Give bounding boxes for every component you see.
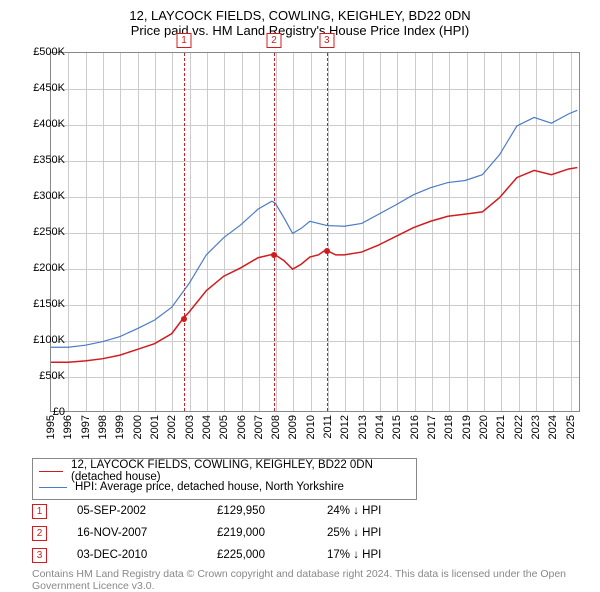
event-marker-label: 1 [177, 33, 192, 48]
title-line-1: 12, LAYCOCK FIELDS, COWLING, KEIGHLEY, B… [0, 8, 600, 23]
event-number-box: 1 [32, 504, 47, 519]
events-table-row: 3 03-DEC-2010£225,00017% ↓ HPI [32, 544, 427, 566]
x-tick-label: 2017 [426, 415, 438, 439]
x-tick-label: 2012 [339, 415, 351, 439]
legend-swatch [39, 487, 67, 488]
x-tick-label: 1999 [114, 415, 126, 439]
legend-label: 12, LAYCOCK FIELDS, COWLING, KEIGHLEY, B… [71, 459, 410, 483]
sale-marker [181, 316, 187, 322]
x-tick-label: 1996 [62, 415, 74, 439]
event-marker-label: 2 [267, 33, 282, 48]
x-tick-label: 2005 [218, 415, 230, 439]
x-tick-label: 2022 [513, 415, 525, 439]
event-price: £129,950 [217, 505, 327, 517]
title-block: 12, LAYCOCK FIELDS, COWLING, KEIGHLEY, B… [0, 0, 600, 38]
event-price: £219,000 [217, 527, 327, 539]
event-date: 16-NOV-2007 [77, 527, 217, 539]
legend-label: HPI: Average price, detached house, Nort… [75, 481, 344, 493]
x-tick-label: 2018 [443, 415, 455, 439]
x-tick-label: 2013 [357, 415, 369, 439]
y-tick-label: £100K [5, 334, 65, 346]
y-tick-label: £250K [5, 226, 65, 238]
series-line-hpi_average [51, 110, 577, 347]
x-tick-label: 2023 [530, 415, 542, 439]
y-tick-label: £400K [5, 118, 65, 130]
y-tick-label: £500K [5, 46, 65, 58]
event-date: 05-SEP-2002 [77, 505, 217, 517]
x-tick-label: 2016 [409, 415, 421, 439]
x-tick-label: 1995 [45, 415, 57, 439]
y-tick-label: £300K [5, 190, 65, 202]
event-price: £225,000 [217, 549, 327, 561]
event-marker-label: 3 [319, 33, 334, 48]
legend-row: 12, LAYCOCK FIELDS, COWLING, KEIGHLEY, B… [39, 463, 410, 479]
sale-marker [324, 248, 330, 254]
y-tick-label: £50K [5, 370, 65, 382]
legend-box: 12, LAYCOCK FIELDS, COWLING, KEIGHLEY, B… [32, 458, 417, 500]
x-tick-label: 2011 [322, 415, 334, 439]
x-tick-label: 2014 [374, 415, 386, 439]
event-delta: 17% ↓ HPI [327, 549, 427, 561]
x-tick-label: 2025 [565, 415, 577, 439]
events-table-row: 1 05-SEP-2002£129,95024% ↓ HPI [32, 500, 427, 522]
x-tick-label: 2019 [461, 415, 473, 439]
event-date: 03-DEC-2010 [77, 549, 217, 561]
legend-swatch [39, 471, 63, 472]
x-tick-label: 1997 [80, 415, 92, 439]
x-tick-label: 2015 [391, 415, 403, 439]
y-tick-label: £350K [5, 154, 65, 166]
x-tick-label: 2021 [495, 415, 507, 439]
series-line-property_price [51, 168, 577, 363]
x-tick-label: 2010 [305, 415, 317, 439]
x-tick-label: 2008 [270, 415, 282, 439]
x-tick-label: 2020 [478, 415, 490, 439]
attribution-text: Contains HM Land Registry data © Crown c… [32, 568, 572, 592]
event-delta: 24% ↓ HPI [327, 505, 427, 517]
y-tick-label: £150K [5, 298, 65, 310]
events-table: 1 05-SEP-2002£129,95024% ↓ HPI 2 16-NOV-200… [32, 500, 427, 566]
sale-marker [271, 252, 277, 258]
chart-container: 12, LAYCOCK FIELDS, COWLING, KEIGHLEY, B… [0, 0, 600, 590]
event-number-box: 2 [32, 526, 47, 541]
event-delta: 25% ↓ HPI [327, 527, 427, 539]
chart-plot-area: 123 [50, 52, 580, 412]
x-tick-label: 2000 [132, 415, 144, 439]
event-number-box: 3 [32, 548, 47, 563]
chart-lines-svg [51, 53, 579, 411]
x-tick-label: 1998 [97, 415, 109, 439]
y-tick-label: £200K [5, 262, 65, 274]
title-line-2: Price paid vs. HM Land Registry's House … [0, 23, 600, 38]
x-tick-label: 2002 [166, 415, 178, 439]
y-tick-label: £450K [5, 82, 65, 94]
x-tick-label: 2024 [547, 415, 559, 439]
events-table-row: 2 16-NOV-2007£219,00025% ↓ HPI [32, 522, 427, 544]
x-tick-label: 2003 [184, 415, 196, 439]
x-tick-label: 2007 [253, 415, 265, 439]
x-tick-label: 2006 [236, 415, 248, 439]
x-tick-label: 2004 [201, 415, 213, 439]
x-tick-label: 2001 [149, 415, 161, 439]
x-tick-label: 2009 [287, 415, 299, 439]
